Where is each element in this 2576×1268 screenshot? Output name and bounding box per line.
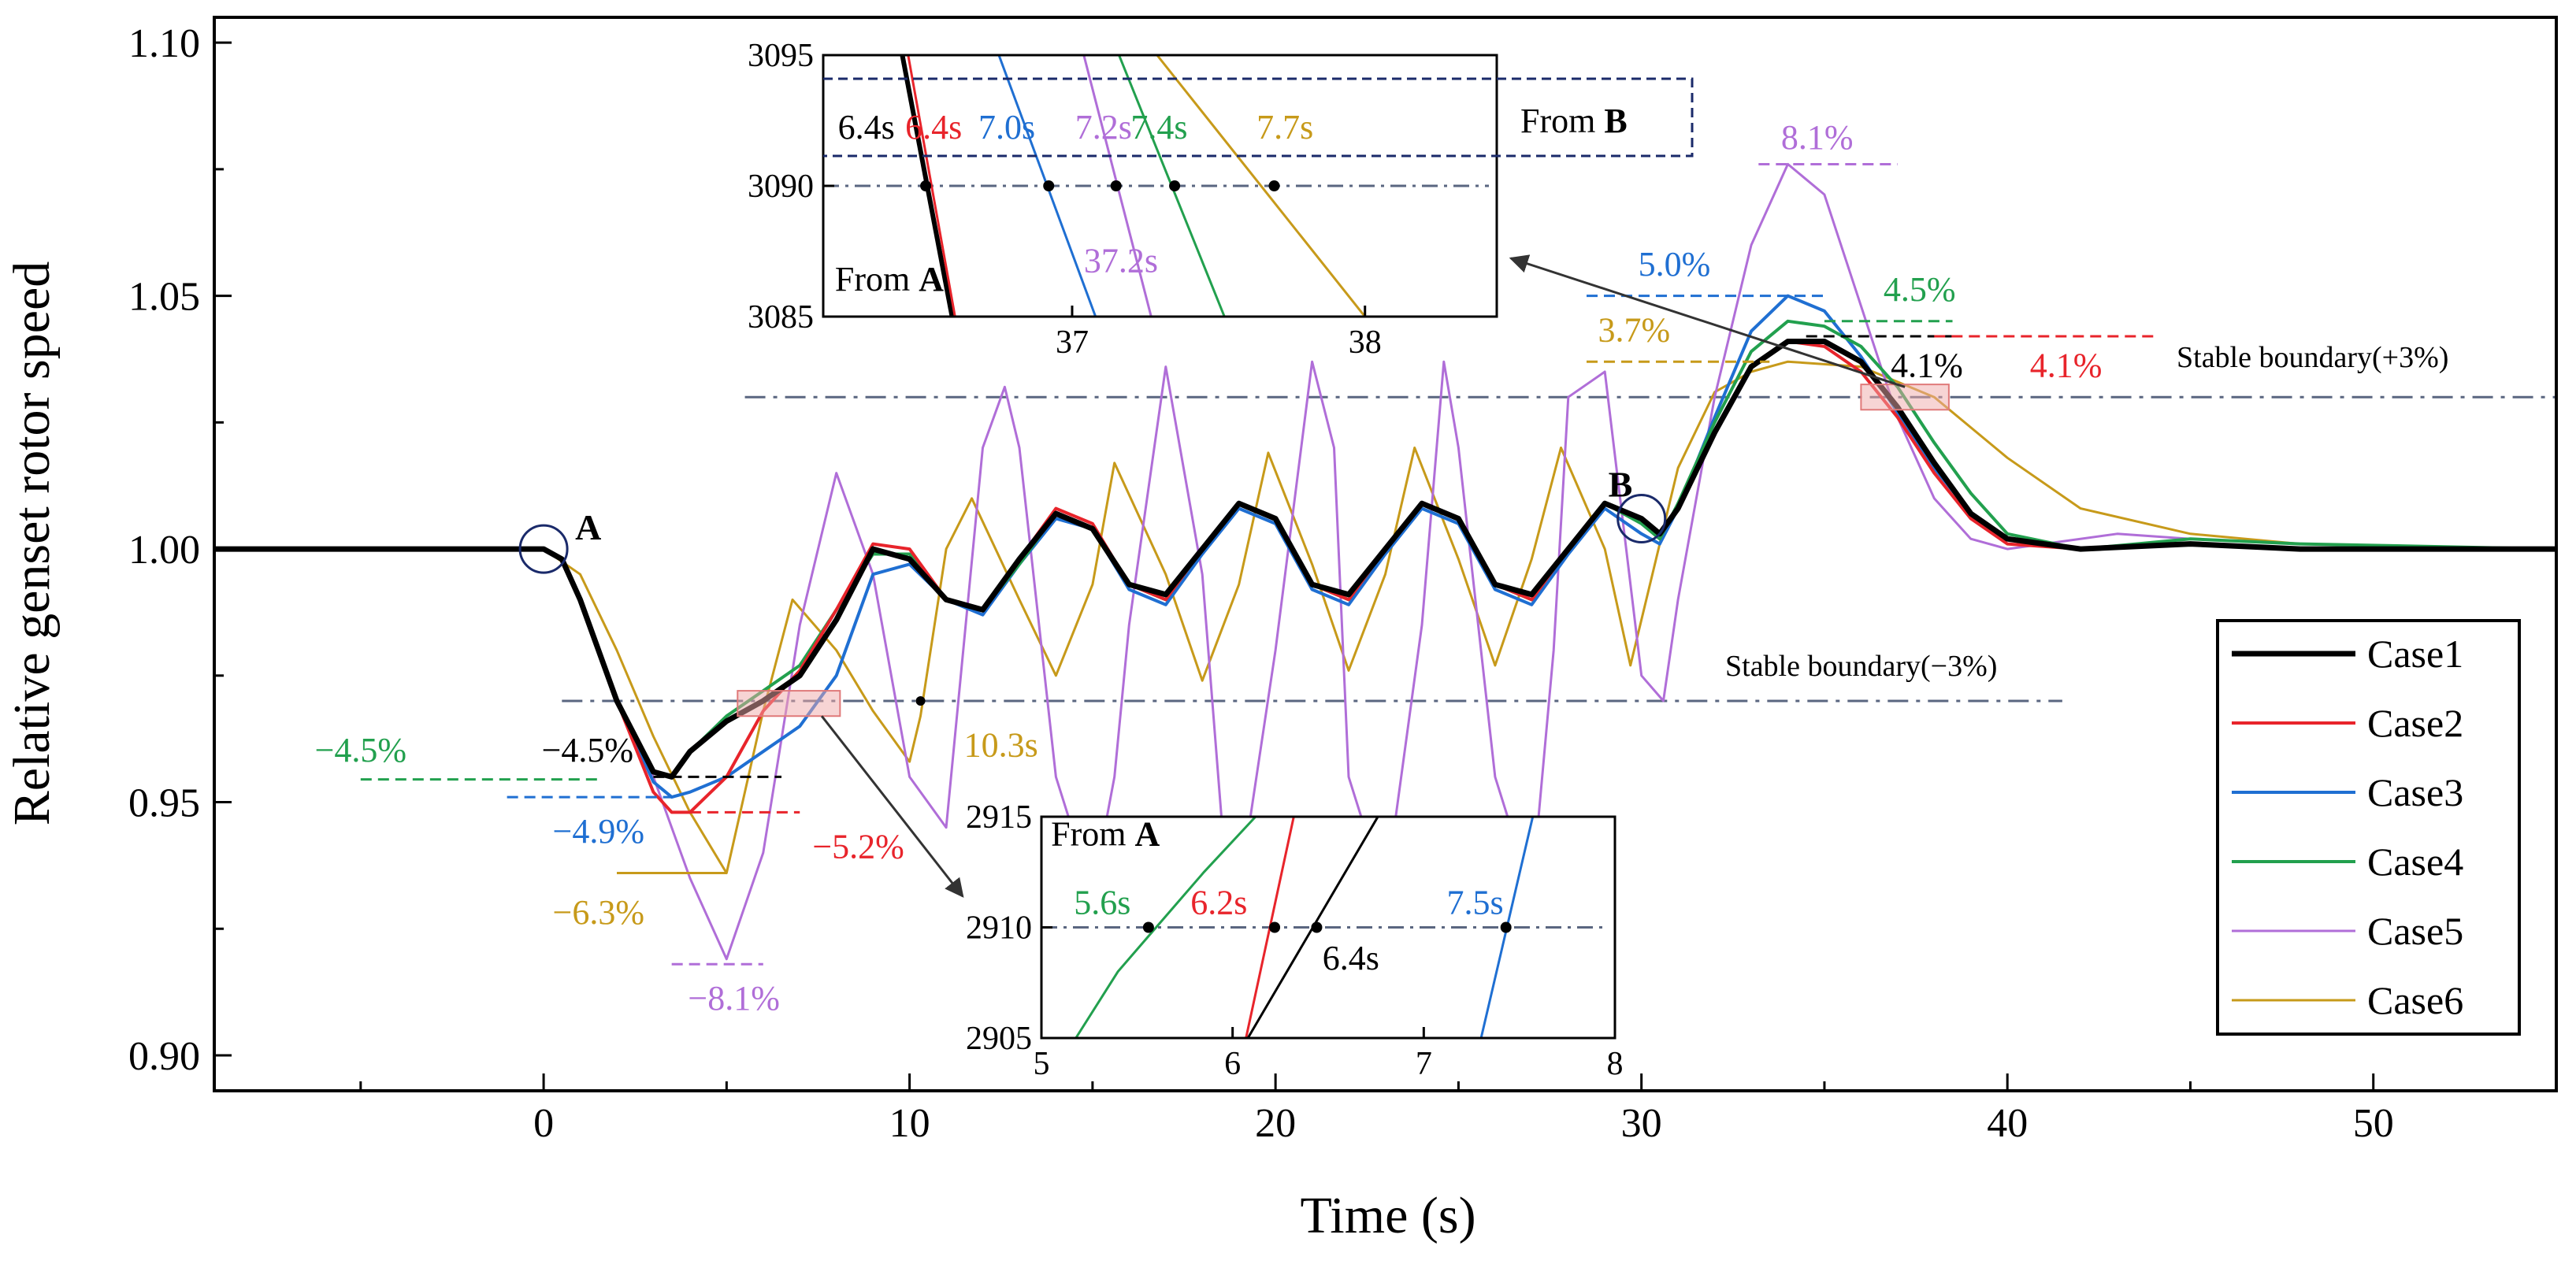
annotation-label: 8.1% [1781, 118, 1854, 157]
legend-label-case6: Case6 [2367, 978, 2463, 1022]
inset-a-label: From A [1051, 815, 1160, 854]
x-tick-label: 10 [889, 1101, 930, 1146]
inset-b-background [823, 55, 1497, 317]
inset-b-content [823, 55, 1489, 317]
stable-boundary-label: Stable boundary(−3%) [1725, 650, 1997, 683]
point-circle-a [518, 524, 569, 574]
legend-label-case2: Case2 [2367, 701, 2463, 745]
legend: Case1 Case2 Case3 Case4 Case5 Case6 [2216, 619, 2521, 1036]
inset-a-x-tick-label: 5 [1034, 1046, 1050, 1082]
inset-b-label: From A [835, 260, 944, 298]
legend-label-case4: Case4 [2367, 840, 2463, 884]
y-tick-label: 1.00 [128, 528, 200, 573]
annotation-label: 4.5% [1884, 270, 1956, 309]
annotation-label: −6.3% [553, 893, 644, 932]
annotation-label: 3.7% [1598, 310, 1671, 349]
inset-a-y-tick-label: 2915 [966, 799, 1032, 836]
x-tick-label: 50 [2353, 1101, 2394, 1146]
annotation-label: 10.3s [964, 726, 1038, 765]
inset-a-y-tick-label: 2910 [966, 910, 1032, 947]
annotation-label: −4.5% [542, 731, 633, 769]
case6-boundary-dot [915, 695, 926, 706]
inset-b-line [1156, 55, 1366, 317]
inset-b-x-tick-label: 38 [1349, 324, 1382, 361]
inset-b: 37 38 3085 3090 3095 6.4s 6.4s 7.0s 7.2s7.4s 7.7s… [748, 38, 1498, 361]
inset-a: 5 6 7 8 2905 2910 2915 5.6s 6.2s 6.4s 7.5s From A [966, 799, 1624, 1082]
inset-a-label: 5.6s [1074, 884, 1130, 922]
annotation-label: 4.1% [2030, 346, 2103, 384]
inset-a-line [1075, 817, 1256, 1038]
inset-b-crossing-dot [920, 180, 932, 191]
inset-b-label: 7.7s [1256, 108, 1313, 146]
inset-b-y-tick-label: 3095 [748, 38, 814, 74]
series-line-case5 [214, 162, 2556, 961]
inset-a-label: 6.2s [1190, 884, 1247, 922]
inset-a-crossing-dot [1142, 921, 1154, 933]
x-tick-label: 30 [1621, 1101, 1662, 1146]
inset-b-crossing-dot [1043, 180, 1055, 191]
y-axis-title: Relative genset rotor speed [3, 261, 61, 826]
inset-b-label: 7.0s [978, 108, 1035, 146]
inset-a-x-tick-label: 7 [1416, 1046, 1432, 1082]
annotation-label: −4.9% [553, 812, 644, 851]
annotation-label: −8.1% [688, 979, 779, 1018]
legend-label-case1: Case1 [2367, 632, 2463, 676]
inset-b-x-tick-label: 37 [1056, 324, 1089, 361]
inset-b-label: 7.2s [1075, 108, 1132, 146]
inset-b-crossing-dot [1268, 180, 1280, 191]
from-b-dashed-box [823, 77, 1694, 158]
inset-a-label: 6.4s [1323, 939, 1379, 977]
annotation-label: 5.0% [1639, 245, 1711, 284]
inset-a-crossing-dot [1311, 921, 1323, 933]
inset-b-label: 6.4s [838, 108, 895, 146]
inset-b-crossing-dot [1169, 180, 1181, 191]
annotation-label: −5.2% [812, 827, 904, 866]
arrow-to-inset-a [820, 715, 964, 898]
series-line-case1 [214, 339, 2556, 780]
inset-b-label: 37.2s [1084, 242, 1158, 280]
stable-boundary-label: Stable boundary(+3%) [2177, 341, 2448, 374]
inset-b-line [907, 55, 956, 317]
inset-a-y-tick-label: 2905 [966, 1021, 1032, 1057]
x-axis-title: Time (s) [1300, 1187, 1475, 1244]
y-tick-label: 0.90 [128, 1034, 200, 1079]
inset-a-crossing-dot [1500, 921, 1512, 933]
inset-a-crossing-dot [1269, 921, 1281, 933]
annotation-label: −4.5% [315, 731, 406, 769]
plot-frame [213, 16, 2558, 1092]
legend-label-case5: Case5 [2367, 909, 2463, 953]
point-label-a: A [575, 507, 601, 547]
point-label-b: B [1609, 464, 1633, 504]
zoom-region-b [1860, 384, 1950, 411]
y-tick-label: 1.05 [128, 275, 200, 320]
x-tick-label: 40 [1987, 1101, 2028, 1146]
inset-b-label: 7.4s [1130, 108, 1187, 146]
from-b-label: From B [1520, 102, 1628, 140]
y-tick-label: 1.10 [128, 21, 200, 66]
inset-b-label: 6.4s [905, 108, 962, 146]
inset-a-x-tick-label: 8 [1607, 1046, 1624, 1082]
inset-b-y-tick-label: 3085 [748, 299, 814, 336]
point-circle-b [1616, 493, 1667, 543]
inset-b-y-tick-label: 3090 [748, 169, 814, 205]
inset-b-crossing-dot [1110, 180, 1122, 191]
x-tick-label: 20 [1255, 1101, 1296, 1146]
y-tick-label: 0.95 [128, 781, 200, 826]
inset-a-x-tick-label: 6 [1224, 1046, 1241, 1082]
arrow-to-inset-b [1509, 254, 1906, 388]
legend-box [2216, 619, 2521, 1036]
x-tick-label: 0 [533, 1101, 554, 1146]
zoom-region-a [737, 690, 841, 717]
main-plot: 0 10 20 30 40 50 0.90 0.95 1.00 1.05 1.10 Stable bo… [128, 16, 2558, 1146]
inset-a-content [1041, 817, 1607, 1038]
legend-label-case3: Case3 [2367, 770, 2463, 814]
annotation-label: 4.1% [1891, 346, 1963, 384]
inset-a-label: 7.5s [1446, 884, 1503, 922]
